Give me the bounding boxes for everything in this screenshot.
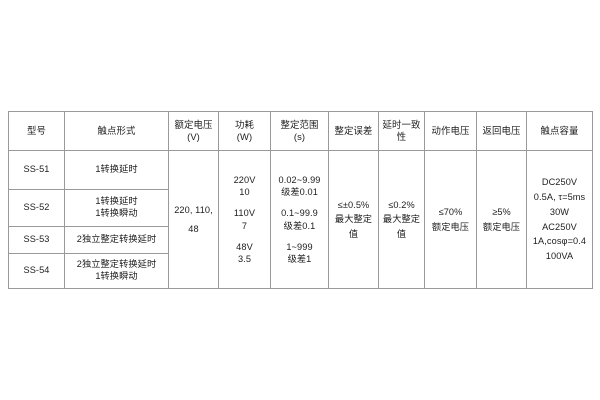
contact-form-line: 1转换延时 — [95, 196, 138, 207]
setting-range-group-3: 1~999 级差1 — [272, 241, 327, 266]
actuation-voltage-stack: ≤70% 额定电压 — [426, 205, 475, 234]
rated-voltage-110: 110, — [195, 204, 213, 215]
setting-range-1-span: 0.02~9.99 — [278, 174, 321, 185]
header-rated-voltage-line2: (V) — [187, 131, 200, 142]
cell-delay-consistency: ≤0.2% 最大整定 值 — [378, 150, 425, 289]
setting-range-1-step: 级差0.01 — [281, 186, 318, 197]
delay-consistency-qualifier-1: 最大整定 — [382, 214, 421, 225]
cell-model-ss53: SS-53 — [8, 226, 65, 254]
capacity-dc-current: 0.5A, τ=5ms — [533, 191, 586, 202]
cell-contact-capacity: DC250V 0.5A, τ=5ms 30W AC250V 1A,cosφ=0.… — [526, 150, 593, 289]
header-rated-voltage-line1: 额定电压 — [174, 118, 213, 130]
table-row: SS-51 1转换延时 220, 110, 48 220V — [8, 150, 593, 289]
header-setting-range-line2: (s) — [293, 131, 306, 142]
setting-range-group-1: 0.02~9.99 级差0.01 — [272, 174, 327, 199]
actuation-voltage-value: ≤70% — [438, 207, 463, 218]
capacity-ac-voltage: AC250V — [542, 221, 577, 232]
header-power-line2: (W) — [236, 131, 253, 142]
delay-consistency-qualifier-2: 值 — [396, 228, 407, 239]
delay-consistency-stack: ≤0.2% 最大整定 值 — [380, 198, 423, 241]
table-row: SS-54 2独立整定转换延时 1转换瞬动 — [8, 253, 593, 289]
setting-error-value: ≤±0.5% — [337, 200, 370, 211]
setting-error-qualifier-1: 最大整定 — [334, 214, 373, 225]
power-group-220v: 220V 10 — [220, 174, 269, 199]
cell-contact-form-ss54: 2独立整定转换延时 1转换瞬动 — [64, 253, 169, 289]
power-group-110v: 110V 7 — [220, 207, 269, 232]
cell-model-ss52: SS-52 — [8, 189, 65, 227]
capacity-ac-current: 1A,cosφ=0.4 — [532, 236, 587, 247]
power-110v-value: 7 — [241, 220, 248, 231]
specification-table-container: 型号 触点形式 额定电压 (V) 功耗 (W) 整定范围 (s) 整定误差 — [8, 111, 593, 289]
cell-rated-voltage: 220, 110, 48 — [168, 150, 219, 289]
power-110v-label: 110V — [233, 208, 256, 219]
return-voltage-qualifier: 额定电压 — [482, 221, 521, 232]
power-48v-value: 3.5 — [237, 254, 252, 265]
header-delay-consistency-line1: 延时一致 — [382, 118, 421, 130]
header-delay-consistency: 延时一致 性 — [378, 111, 425, 151]
setting-range-group-2: 0.1~99.9 级差0.1 — [272, 207, 327, 232]
rated-voltage-220: 220, — [174, 204, 193, 215]
contact-form-line: 2独立整定转换延时 — [76, 234, 157, 245]
header-power-consumption: 功耗 (W) — [218, 111, 271, 151]
cell-power-consumption: 220V 10 110V 7 48V 3.5 — [218, 150, 271, 289]
return-voltage-stack: ≥5% 额定电压 — [478, 205, 525, 234]
contact-form-line: 1转换瞬动 — [95, 271, 138, 281]
header-delay-consistency-line2: 性 — [396, 131, 407, 142]
return-voltage-value: ≥5% — [492, 207, 511, 218]
header-actuation-voltage: 动作电压 — [424, 111, 477, 151]
cell-model-ss51: SS-51 — [8, 150, 65, 190]
power-48v-label: 48V — [236, 241, 253, 252]
cell-actuation-voltage: ≤70% 额定电压 — [424, 150, 477, 289]
header-power-line1: 功耗 — [235, 118, 254, 130]
header-model: 型号 — [8, 111, 65, 151]
power-group-48v: 48V 3.5 — [220, 241, 269, 266]
setting-error-stack: ≤±0.5% 最大整定 值 — [330, 198, 377, 241]
table-header: 型号 触点形式 额定电压 (V) 功耗 (W) 整定范围 (s) 整定误差 — [8, 111, 593, 151]
header-contact-capacity: 触点容量 — [526, 111, 593, 151]
contact-form-line: 2独立整定转换延时 — [76, 259, 157, 270]
cell-setting-error: ≤±0.5% 最大整定 值 — [328, 150, 379, 289]
cell-contact-form-ss52: 1转换延时 1转换瞬动 — [64, 189, 169, 227]
setting-error-qualifier-2: 值 — [348, 228, 359, 239]
contact-form-line: 1转换延时 — [95, 164, 138, 175]
setting-range-2-step: 级差0.1 — [283, 220, 316, 231]
contact-capacity-stack: DC250V 0.5A, τ=5ms 30W AC250V 1A,cosφ=0.… — [528, 175, 591, 264]
actuation-voltage-qualifier: 额定电压 — [431, 221, 470, 232]
cell-return-voltage: ≥5% 额定电压 — [476, 150, 527, 289]
power-220v-label: 220V — [233, 174, 256, 185]
header-setting-error: 整定误差 — [328, 111, 379, 151]
table-body: SS-51 1转换延时 220, 110, 48 220V — [8, 150, 593, 289]
cell-contact-form-ss53: 2独立整定转换延时 — [64, 226, 169, 254]
capacity-ac-power: 100VA — [545, 251, 574, 262]
setting-range-3-step: 级差1 — [287, 254, 312, 265]
contact-form-line: 1转换瞬动 — [95, 208, 138, 218]
rated-voltage-stack: 220, 110, 48 — [174, 205, 213, 234]
header-row: 型号 触点形式 额定电压 (V) 功耗 (W) 整定范围 (s) 整定误差 — [8, 111, 593, 151]
rated-voltage-48: 48 — [188, 223, 199, 234]
cell-contact-form-ss51: 1转换延时 — [64, 150, 169, 190]
setting-range-2-span: 0.1~99.9 — [281, 208, 318, 219]
cell-setting-range: 0.02~9.99 级差0.01 0.1~99.9 级差0.1 1~999 级差… — [270, 150, 329, 289]
header-return-voltage: 返回电压 — [476, 111, 527, 151]
header-contact-form: 触点形式 — [64, 111, 169, 151]
header-rated-voltage: 额定电压 (V) — [168, 111, 219, 151]
delay-consistency-value: ≤0.2% — [388, 200, 415, 211]
cell-model-ss54: SS-54 — [8, 253, 65, 289]
header-setting-range: 整定范围 (s) — [270, 111, 329, 151]
relay-specification-table: 型号 触点形式 额定电压 (V) 功耗 (W) 整定范围 (s) 整定误差 — [8, 111, 593, 289]
header-setting-range-line1: 整定范围 — [280, 118, 319, 130]
table-row: SS-53 2独立整定转换延时 — [8, 226, 593, 254]
capacity-dc-power: 30W — [549, 206, 570, 217]
setting-range-3-span: 1~999 — [286, 241, 313, 252]
capacity-dc-voltage: DC250V — [541, 176, 578, 187]
power-220v-value: 10 — [239, 186, 250, 197]
